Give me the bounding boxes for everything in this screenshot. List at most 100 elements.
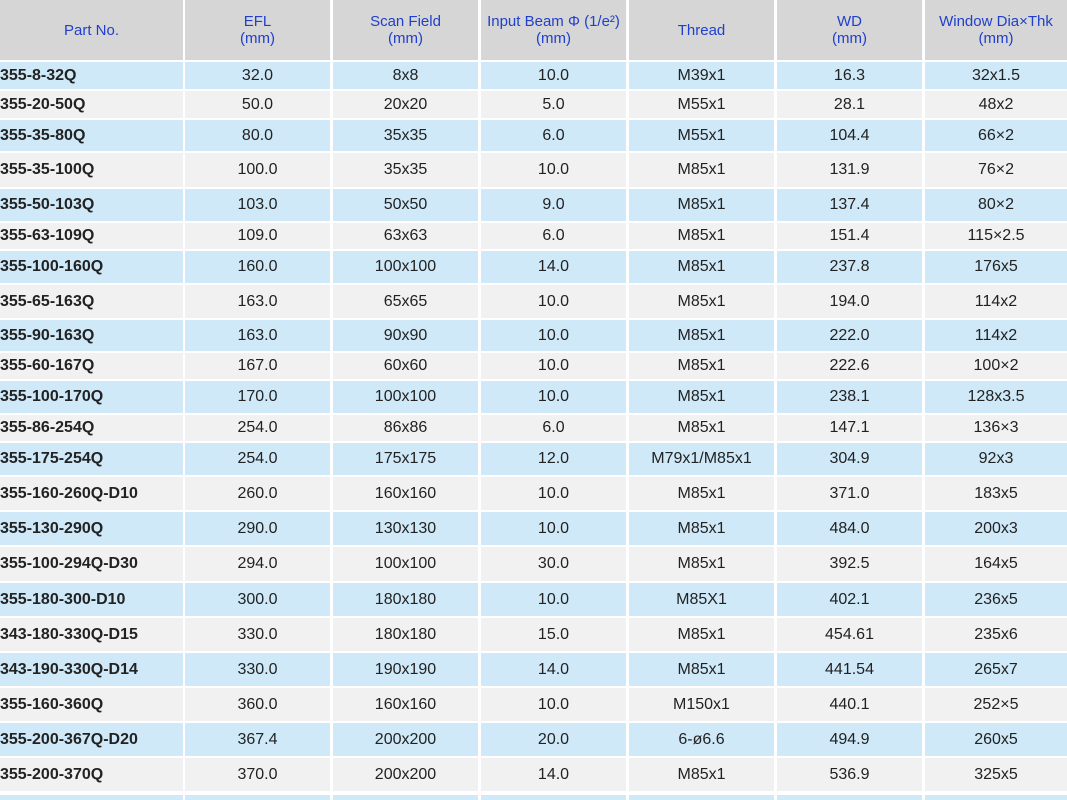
data-cell: 167.0	[185, 353, 330, 379]
data-cell: 10.0	[481, 512, 626, 545]
data-cell: 175x175	[333, 443, 478, 475]
data-cell: 136×3	[925, 415, 1067, 441]
data-cell: 16.3	[777, 62, 922, 89]
data-cell: 114x2	[925, 285, 1067, 318]
header-cell: WD (mm)	[777, 0, 922, 60]
data-cell: M85x1	[629, 153, 774, 187]
row-strip	[481, 795, 626, 800]
data-cell: 180x180	[333, 583, 478, 616]
data-cell: 252×5	[925, 688, 1067, 721]
data-cell: 360.0	[185, 688, 330, 721]
data-cell: 200x200	[333, 723, 478, 756]
data-cell: 265x7	[925, 653, 1067, 686]
row-strip	[0, 795, 183, 800]
data-cell: 325x5	[925, 758, 1067, 791]
data-cell: 170.0	[185, 381, 330, 413]
data-cell: 160x160	[333, 688, 478, 721]
data-cell: M85x1	[629, 758, 774, 791]
data-cell: 200x200	[333, 758, 478, 791]
part-number: 355-8-32Q	[0, 62, 183, 89]
part-number: 355-65-163Q	[0, 285, 183, 318]
data-cell: 454.61	[777, 618, 922, 651]
header-text: Scan Field	[370, 13, 441, 30]
part-number: 343-190-330Q-D14	[0, 653, 183, 686]
data-cell: M85x1	[629, 512, 774, 545]
data-cell: M85x1	[629, 251, 774, 283]
data-cell: 100x100	[333, 381, 478, 413]
data-cell: 160x160	[333, 477, 478, 510]
data-cell: 6-ø6.6	[629, 723, 774, 756]
data-cell: 200x3	[925, 512, 1067, 545]
data-cell: 10.0	[481, 477, 626, 510]
header-cell: Window Dia×Thk (mm)	[925, 0, 1067, 60]
data-cell: 15.0	[481, 618, 626, 651]
data-cell: 494.9	[777, 723, 922, 756]
data-cell: 137.4	[777, 189, 922, 221]
part-number: 355-200-367Q-D20	[0, 723, 183, 756]
data-cell: 402.1	[777, 583, 922, 616]
data-cell: 484.0	[777, 512, 922, 545]
data-cell: 103.0	[185, 189, 330, 221]
data-cell: 160.0	[185, 251, 330, 283]
data-cell: 163.0	[185, 285, 330, 318]
data-cell: M39x1	[629, 62, 774, 89]
part-number: 355-35-80Q	[0, 120, 183, 151]
part-number: 355-20-50Q	[0, 91, 183, 118]
data-cell: 32x1.5	[925, 62, 1067, 89]
part-number: 355-175-254Q	[0, 443, 183, 475]
part-number: 355-100-160Q	[0, 251, 183, 283]
data-cell: 10.0	[481, 153, 626, 187]
data-cell: 237.8	[777, 251, 922, 283]
header-text: Window Dia×Thk	[939, 13, 1053, 30]
data-cell: 367.4	[185, 723, 330, 756]
data-cell: 109.0	[185, 223, 330, 249]
part-number: 355-90-163Q	[0, 320, 183, 351]
part-number: 355-160-360Q	[0, 688, 183, 721]
data-cell: 290.0	[185, 512, 330, 545]
row-strip	[185, 795, 330, 800]
part-number: 355-160-260Q-D10	[0, 477, 183, 510]
data-cell: 14.0	[481, 251, 626, 283]
part-number: 355-200-370Q	[0, 758, 183, 791]
header-cell: EFL (mm)	[185, 0, 330, 60]
data-cell: 392.5	[777, 547, 922, 581]
part-number: 355-100-170Q	[0, 381, 183, 413]
data-cell: 254.0	[185, 415, 330, 441]
header-text: (mm)	[388, 30, 423, 47]
header-cell: Thread	[629, 0, 774, 60]
data-cell: M55x1	[629, 120, 774, 151]
data-cell: 20x20	[333, 91, 478, 118]
part-number: 355-35-100Q	[0, 153, 183, 187]
data-cell: 90x90	[333, 320, 478, 351]
header-cell: Input Beam Φ (1/e²) (mm)	[481, 0, 626, 60]
data-cell: M85x1	[629, 547, 774, 581]
data-cell: 80.0	[185, 120, 330, 151]
data-cell: 176x5	[925, 251, 1067, 283]
data-cell: 32.0	[185, 62, 330, 89]
data-cell: 100×2	[925, 353, 1067, 379]
data-cell: M85x1	[629, 189, 774, 221]
data-cell: 100x100	[333, 547, 478, 581]
part-number: 355-180-300-D10	[0, 583, 183, 616]
data-cell: 235x6	[925, 618, 1067, 651]
data-cell: 9.0	[481, 189, 626, 221]
data-cell: 147.1	[777, 415, 922, 441]
data-cell: 76×2	[925, 153, 1067, 187]
data-cell: 10.0	[481, 320, 626, 351]
data-cell: M85x1	[629, 320, 774, 351]
data-cell: 50x50	[333, 189, 478, 221]
data-cell: 190x190	[333, 653, 478, 686]
data-cell: 6.0	[481, 223, 626, 249]
row-strip	[925, 795, 1067, 800]
data-cell: 66×2	[925, 120, 1067, 151]
header-text: Input Beam Φ (1/e²)	[487, 13, 620, 30]
data-cell: 330.0	[185, 618, 330, 651]
data-cell: M85x1	[629, 415, 774, 441]
data-cell: 10.0	[481, 353, 626, 379]
data-cell: 163.0	[185, 320, 330, 351]
header-text: (mm)	[978, 30, 1014, 47]
data-cell: 371.0	[777, 477, 922, 510]
part-number: 355-63-109Q	[0, 223, 183, 249]
row-strip	[629, 795, 774, 800]
data-cell: 236x5	[925, 583, 1067, 616]
